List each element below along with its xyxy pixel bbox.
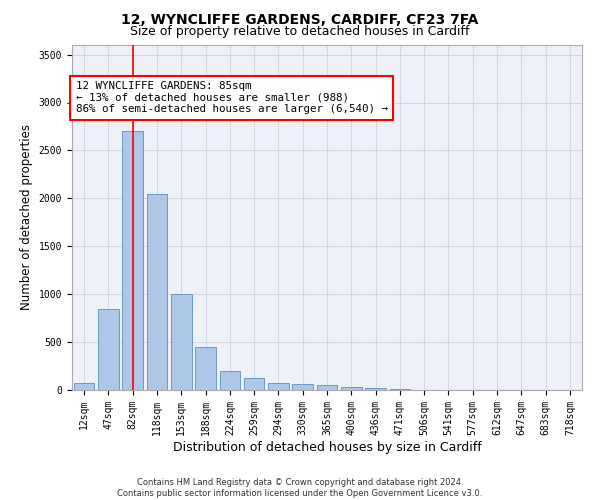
Bar: [220, 371, 240, 390]
Bar: [244, 378, 265, 390]
Text: Contains HM Land Registry data © Crown copyright and database right 2024.
Contai: Contains HM Land Registry data © Crown c…: [118, 478, 482, 498]
Bar: [365, 388, 386, 390]
Bar: [98, 308, 119, 390]
Bar: [171, 294, 191, 390]
Bar: [74, 383, 94, 390]
X-axis label: Distribution of detached houses by size in Cardiff: Distribution of detached houses by size …: [173, 440, 481, 454]
Bar: [122, 131, 143, 390]
Bar: [292, 384, 313, 390]
Bar: [146, 194, 167, 390]
Text: Size of property relative to detached houses in Cardiff: Size of property relative to detached ho…: [130, 25, 470, 38]
Bar: [195, 347, 216, 390]
Bar: [268, 383, 289, 390]
Text: 12 WYNCLIFFE GARDENS: 85sqm
← 13% of detached houses are smaller (988)
86% of se: 12 WYNCLIFFE GARDENS: 85sqm ← 13% of det…: [76, 81, 388, 114]
Y-axis label: Number of detached properties: Number of detached properties: [20, 124, 33, 310]
Bar: [341, 387, 362, 390]
Text: 12, WYNCLIFFE GARDENS, CARDIFF, CF23 7FA: 12, WYNCLIFFE GARDENS, CARDIFF, CF23 7FA: [121, 12, 479, 26]
Bar: [389, 389, 410, 390]
Bar: [317, 385, 337, 390]
